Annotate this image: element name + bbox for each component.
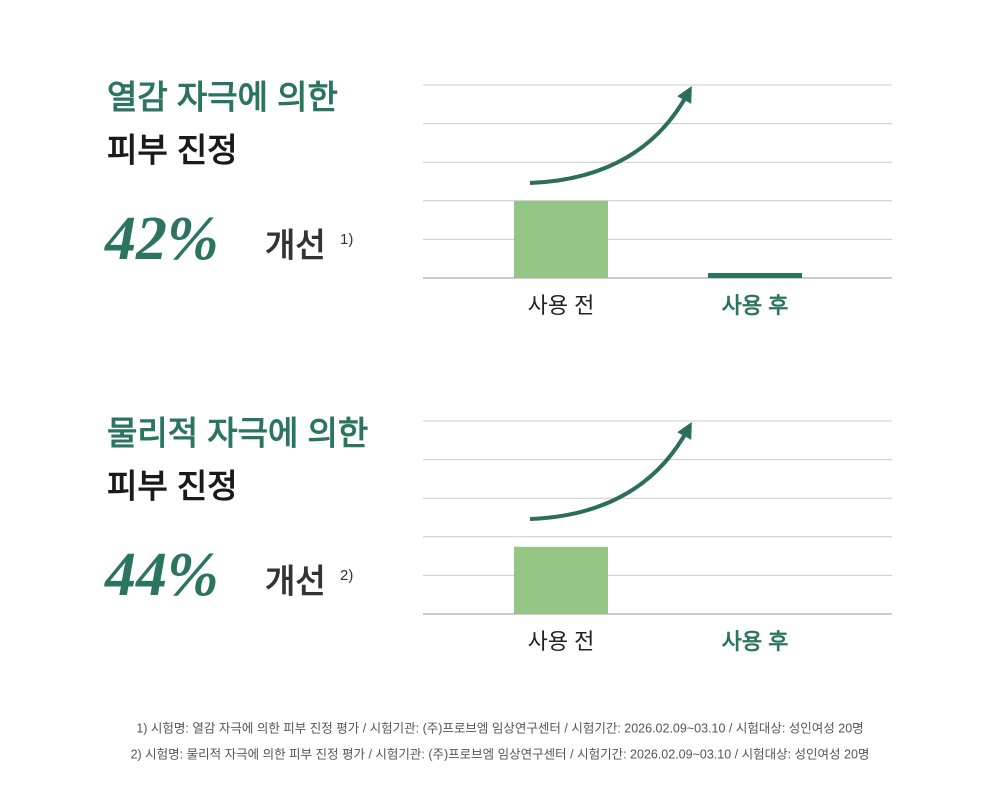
- trend-arrow: [529, 421, 692, 521]
- x-tick-label: 사용 전: [528, 629, 595, 654]
- panel-title: 물리적 자극에 의한: [107, 415, 368, 452]
- x-tick-label: 사용 후: [722, 629, 789, 654]
- highlight-unit: 개선: [265, 227, 326, 264]
- panel-title: 피부 진정: [107, 132, 238, 169]
- highlight-value: 44%: [104, 541, 219, 609]
- bar: [514, 546, 608, 614]
- panel-title: 열감 자극에 의한: [107, 79, 338, 116]
- bar: [514, 200, 608, 278]
- footnote: 2) 시험명: 물리적 자극에 의한 피부 진정 평가 / 시험기관: (주)프…: [131, 747, 870, 761]
- trend-arrow: [529, 85, 692, 185]
- bar: [708, 272, 802, 278]
- highlight-unit: 개선: [265, 563, 326, 600]
- panel-title: 피부 진정: [107, 468, 238, 505]
- footnote: 1) 시험명: 열감 자극에 의한 피부 진정 평가 / 시험기관: (주)프로…: [136, 721, 863, 735]
- x-tick-label: 사용 후: [722, 293, 789, 318]
- note-ref: 1): [340, 231, 353, 248]
- note-ref: 2): [340, 567, 353, 584]
- highlight-value: 42%: [104, 205, 219, 273]
- x-tick-label: 사용 전: [528, 293, 595, 318]
